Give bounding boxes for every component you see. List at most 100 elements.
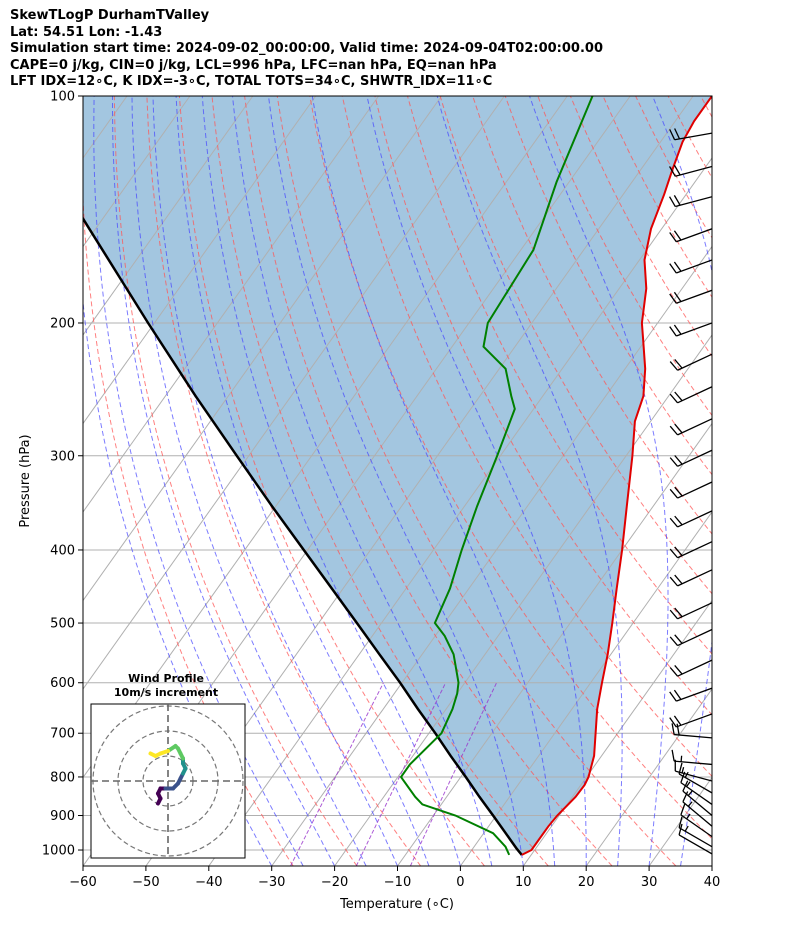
wind-barb bbox=[669, 289, 712, 304]
hodograph-trace-segment bbox=[148, 751, 158, 758]
moist-adiabat-line bbox=[201, 96, 461, 866]
profile-lines bbox=[83, 96, 712, 856]
mixing-ratio-line bbox=[409, 682, 498, 866]
cin-shade-region bbox=[83, 96, 712, 855]
x-tick-label: 20 bbox=[578, 875, 595, 890]
time-line: Simulation start time: 2024-09-02_00:00:… bbox=[10, 41, 603, 56]
y-tick-label: 800 bbox=[50, 770, 75, 785]
dry-adiabat-line bbox=[700, 96, 712, 119]
moist-adiabat-line bbox=[93, 96, 304, 866]
x-tick-label: 0 bbox=[456, 875, 464, 890]
index-line: LFT IDX=12∘C, K IDX=-3∘C, TOTAL TOTS=34∘… bbox=[10, 74, 493, 89]
wind-barb bbox=[668, 164, 712, 177]
isotherm-gridline bbox=[0, 96, 1, 866]
dewpoint-line bbox=[399, 96, 594, 856]
wind-barb bbox=[669, 659, 712, 677]
adiabat-lines bbox=[83, 96, 794, 866]
wind-barb bbox=[669, 353, 712, 371]
wind-barb bbox=[669, 481, 712, 499]
isotherm-gridline bbox=[585, 688, 712, 866]
dry-adiabat-line bbox=[83, 186, 294, 866]
moist-adiabat-line bbox=[152, 96, 398, 866]
y-tick-label: 100 bbox=[50, 90, 75, 105]
x-axis: −60 −50 −40 −30 −20 −10 0 10 20 30 40 bbox=[69, 866, 720, 890]
wind-barb bbox=[682, 791, 712, 827]
isotherm-gridline bbox=[83, 96, 317, 425]
mixing-ratio-line bbox=[355, 682, 447, 866]
x-tick-label: −60 bbox=[69, 875, 96, 890]
wind-barb bbox=[669, 541, 712, 559]
moist-adiabat-line bbox=[311, 96, 556, 866]
instability-line: CAPE=0 j/kg, CIN=0 j/kg, LCL=996 hPa, LF… bbox=[10, 57, 497, 73]
y-tick-label: 1000 bbox=[42, 844, 75, 859]
moist-adiabat-line bbox=[711, 863, 712, 866]
isotherm-gridline bbox=[334, 334, 712, 866]
moist-adiabat-line bbox=[131, 96, 367, 866]
isotherm-gridline bbox=[83, 96, 442, 602]
wind-barb bbox=[669, 449, 712, 467]
isotherm-gridline bbox=[711, 865, 712, 866]
y-tick-label: 900 bbox=[50, 809, 75, 824]
wind-barb bbox=[669, 713, 712, 728]
wind-barb bbox=[680, 803, 712, 838]
wind-barb bbox=[678, 823, 712, 855]
wind-barb bbox=[669, 687, 712, 702]
wind-barb bbox=[669, 386, 712, 404]
dry-adiabat-line bbox=[276, 96, 677, 866]
isotherm-gridline bbox=[83, 96, 191, 248]
isotherm-gridline bbox=[522, 599, 712, 866]
chart-header: SkewTLogP DurhamTValley Lat: 54.51 Lon: … bbox=[10, 8, 603, 91]
dry-adiabat-line bbox=[374, 96, 712, 716]
x-tick-label: 10 bbox=[515, 875, 532, 890]
wind-barb bbox=[669, 259, 712, 274]
wind-barb bbox=[669, 228, 712, 243]
x-tick-label: −10 bbox=[384, 875, 411, 890]
y-axis-label: Pressure (hPa) bbox=[18, 434, 33, 527]
wind-barb bbox=[668, 195, 712, 208]
wind-barb bbox=[669, 602, 712, 620]
hodograph-title: Wind Profile bbox=[128, 672, 204, 685]
y-tick-label: 700 bbox=[50, 727, 75, 742]
parcel-profile-line bbox=[83, 216, 523, 856]
moist-adiabat-line bbox=[436, 96, 623, 866]
temperature-line bbox=[521, 96, 712, 856]
isotherm-gridline bbox=[83, 96, 254, 336]
x-tick-label: −40 bbox=[195, 875, 222, 890]
wind-barb bbox=[671, 723, 712, 739]
mixing-ratio-line bbox=[290, 682, 384, 866]
dry-adiabat-line bbox=[407, 96, 712, 655]
isotherm-gridline bbox=[775, 96, 794, 866]
wind-barb bbox=[669, 628, 712, 647]
y-tick-label: 600 bbox=[50, 676, 75, 691]
location-line: Lat: 54.51 Lon: -1.43 bbox=[10, 24, 163, 40]
moist-adiabat-line bbox=[112, 96, 336, 866]
wind-barb bbox=[669, 418, 712, 436]
y-tick-label: 500 bbox=[50, 617, 75, 632]
x-axis-label: Temperature (∘C) bbox=[339, 897, 454, 912]
dry-adiabat-line bbox=[733, 96, 794, 866]
dry-adiabat-line bbox=[766, 96, 794, 866]
dry-adiabat-line bbox=[504, 96, 712, 476]
moist-adiabat-line bbox=[232, 96, 493, 866]
wind-barbs bbox=[668, 128, 712, 855]
x-tick-label: −20 bbox=[321, 875, 348, 890]
wind-barb bbox=[669, 569, 712, 587]
wind-barb bbox=[678, 816, 712, 848]
isotherm-gridline bbox=[271, 245, 712, 866]
y-tick-label: 300 bbox=[50, 449, 75, 464]
isotherm-gridline bbox=[83, 96, 505, 690]
moist-adiabat-line bbox=[175, 96, 430, 866]
wind-barb bbox=[669, 510, 712, 528]
y-tick-label: 400 bbox=[50, 543, 75, 558]
isotherm-gridline bbox=[83, 96, 380, 513]
cape-cin-shading bbox=[83, 96, 712, 855]
wind-barb bbox=[671, 749, 712, 766]
hodograph-subtitle: 10m/s increment bbox=[114, 686, 218, 699]
x-tick-label: −30 bbox=[258, 875, 285, 890]
isotherm-gridline bbox=[459, 511, 712, 866]
wind-barb bbox=[669, 128, 712, 141]
x-tick-label: 30 bbox=[641, 875, 658, 890]
y-tick-label: 200 bbox=[50, 316, 75, 331]
